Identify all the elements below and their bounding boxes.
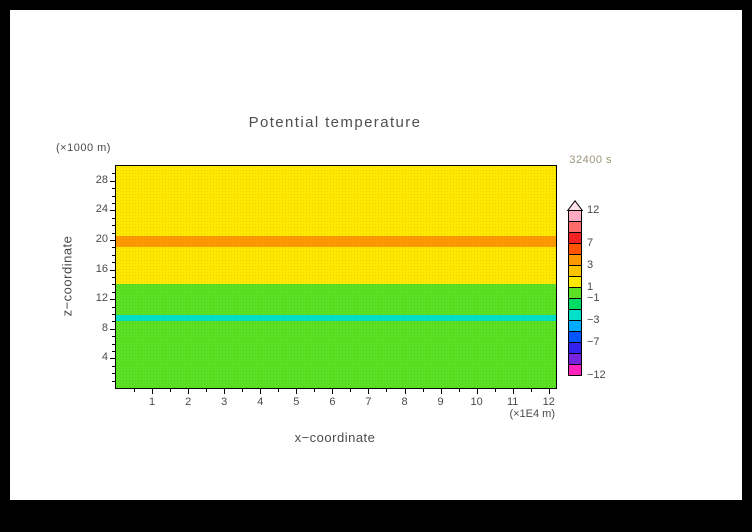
z-minor-tick bbox=[112, 284, 116, 286]
x-axis-title: x−coordinate bbox=[294, 430, 376, 445]
colorbar-tick-label: 3 bbox=[587, 259, 594, 271]
z-minor-tick bbox=[112, 262, 116, 264]
z-minor-tick bbox=[112, 173, 116, 175]
x-minor-tick bbox=[314, 388, 316, 392]
colorbar-segment bbox=[568, 364, 582, 376]
x-tick-label: 5 bbox=[293, 396, 300, 408]
z-tick-label: 8 bbox=[101, 321, 108, 334]
x-tick-label: 2 bbox=[185, 396, 192, 408]
z-minor-tick bbox=[112, 195, 116, 197]
x-minor-tick bbox=[530, 388, 532, 392]
field-band bbox=[116, 247, 556, 286]
colorbar-tick-label: −7 bbox=[587, 336, 600, 348]
z-major-tick bbox=[110, 180, 116, 182]
x-major-tick bbox=[224, 388, 226, 394]
z-tick-label: 20 bbox=[95, 233, 108, 245]
z-minor-tick bbox=[112, 254, 116, 256]
z-tick-label: 12 bbox=[95, 292, 108, 305]
z-minor-tick bbox=[112, 351, 116, 352]
x-tick-label: 8 bbox=[401, 396, 408, 408]
x-tick-label: 9 bbox=[437, 396, 444, 408]
z-minor-tick bbox=[112, 314, 116, 315]
plot-area: 1 2 3 4 5 6 7 8 9 10 11 12 4 8 12 16 20 24 28 bbox=[96, 165, 557, 408]
colorbar-tick-label: 12 bbox=[587, 204, 600, 216]
z-minor-tick bbox=[112, 343, 116, 345]
x-tick-label: 6 bbox=[329, 396, 336, 408]
z-minor-tick bbox=[112, 380, 116, 382]
z-minor-tick bbox=[112, 232, 116, 234]
dither-texture-overlay bbox=[116, 166, 556, 388]
x-major-tick bbox=[368, 388, 370, 394]
z-minor-tick bbox=[112, 277, 116, 278]
colorbar-tick-label: 1 bbox=[587, 281, 594, 293]
z-minor-tick bbox=[112, 365, 116, 367]
timestamp-label: 32400 s bbox=[569, 154, 612, 166]
x-axis-unit-label: (×1E4 m) bbox=[509, 408, 555, 420]
z-minor-tick bbox=[112, 247, 116, 249]
x-major-tick bbox=[548, 388, 550, 394]
x-major-tick bbox=[476, 388, 478, 394]
x-major-tick bbox=[296, 388, 298, 394]
chart-title: Potential temperature bbox=[248, 114, 422, 131]
z-minor-tick bbox=[112, 336, 116, 338]
x-tick-label: 1 bbox=[149, 396, 156, 408]
z-minor-tick bbox=[112, 203, 116, 204]
z-minor-tick bbox=[112, 188, 116, 190]
z-minor-tick bbox=[112, 225, 116, 227]
z-tick-label: 16 bbox=[95, 262, 108, 275]
z-minor-tick bbox=[112, 217, 116, 219]
z-major-tick bbox=[110, 210, 116, 212]
x-tick-label: 12 bbox=[542, 396, 555, 408]
z-axis-unit-label: (×1000 m) bbox=[56, 142, 111, 154]
x-minor-tick bbox=[494, 388, 496, 392]
x-minor-tick bbox=[170, 388, 172, 392]
z-minor-tick bbox=[112, 291, 116, 293]
x-tick-label: 7 bbox=[365, 396, 372, 408]
x-minor-tick bbox=[278, 388, 280, 392]
z-axis-title: z−coordinate bbox=[59, 235, 75, 317]
z-minor-tick bbox=[112, 321, 116, 323]
field-band bbox=[116, 284, 556, 317]
x-tick-label: 11 bbox=[507, 396, 519, 408]
z-minor-tick bbox=[112, 306, 116, 308]
field-band bbox=[116, 315, 556, 323]
z-major-tick bbox=[110, 240, 116, 241]
colorbar-segments bbox=[568, 210, 582, 376]
x-tick-label: 10 bbox=[470, 396, 483, 408]
plot-page: Potential temperature (×1000 m) 32400 s … bbox=[10, 10, 742, 500]
heatmap-field bbox=[116, 166, 556, 388]
z-major-tick bbox=[110, 358, 116, 360]
x-minor-tick bbox=[458, 388, 460, 392]
colorbar-tick-label: −12 bbox=[587, 369, 606, 381]
x-tick-label: 3 bbox=[221, 396, 228, 408]
x-major-tick bbox=[440, 388, 442, 394]
x-minor-tick bbox=[134, 388, 136, 392]
x-major-tick bbox=[512, 388, 514, 394]
z-tick-label: 4 bbox=[101, 351, 108, 364]
x-major-tick bbox=[260, 388, 262, 394]
x-major-tick bbox=[404, 388, 406, 394]
z-tick-label: 28 bbox=[95, 173, 108, 186]
x-minor-tick bbox=[242, 388, 244, 392]
z-major-tick bbox=[110, 328, 116, 330]
colorbar-tick-label: −1 bbox=[587, 292, 600, 304]
x-minor-tick bbox=[206, 388, 208, 392]
field-band bbox=[116, 321, 556, 388]
z-major-tick bbox=[110, 299, 116, 301]
field-band bbox=[116, 236, 556, 249]
x-minor-tick bbox=[422, 388, 424, 392]
field-band bbox=[116, 166, 556, 238]
z-tick-label: 24 bbox=[95, 203, 108, 216]
x-minor-tick bbox=[350, 388, 352, 392]
z-major-tick bbox=[110, 269, 116, 271]
x-major-tick bbox=[188, 388, 190, 394]
x-tick-label: 4 bbox=[257, 396, 264, 408]
x-minor-tick bbox=[386, 388, 388, 392]
x-major-tick bbox=[152, 388, 154, 394]
x-major-tick bbox=[332, 388, 334, 394]
colorbar-tick-label: 7 bbox=[587, 237, 594, 249]
z-minor-tick bbox=[112, 373, 116, 375]
colorbar-tick-label: −3 bbox=[587, 314, 600, 326]
